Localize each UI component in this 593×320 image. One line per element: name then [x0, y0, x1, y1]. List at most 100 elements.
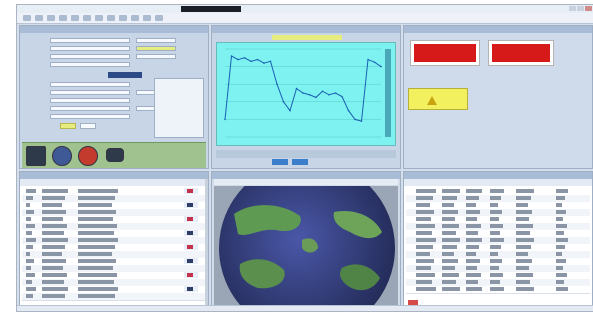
save-icon[interactable]: [26, 146, 46, 166]
table-cell: [490, 189, 504, 193]
right-grid-panel: [403, 171, 593, 309]
toolbar-button[interactable]: [95, 15, 103, 21]
table-row[interactable]: [406, 286, 590, 294]
table-cell: [556, 245, 565, 249]
chart-point: [263, 62, 265, 64]
table-cell: [26, 252, 30, 256]
table-cell: [556, 189, 568, 193]
toolbar-button[interactable]: [59, 15, 67, 21]
chart-point: [295, 87, 298, 90]
alarm-card-left[interactable]: [410, 40, 480, 66]
table-cell: [42, 252, 62, 256]
row-thumbnail[interactable]: [184, 230, 198, 236]
option-button[interactable]: [80, 123, 96, 129]
table-cell: [516, 210, 532, 214]
toolbar-button[interactable]: [35, 15, 43, 21]
right-grid-rows: [406, 188, 590, 300]
form-field-secondary[interactable]: [136, 38, 176, 43]
table-cell: [42, 210, 66, 214]
table-cell: [78, 231, 114, 235]
table-cell: [466, 273, 481, 277]
row-thumbnail-icon: [187, 245, 193, 249]
table-cell: [516, 224, 533, 228]
maximize-button[interactable]: [577, 6, 584, 11]
row-thumbnail-icon: [187, 217, 193, 221]
row-thumbnail[interactable]: [184, 188, 198, 194]
toolbar-button[interactable]: [23, 15, 31, 21]
table-cell: [466, 266, 477, 270]
form-field-highlighted[interactable]: [136, 46, 176, 51]
toolbar-button[interactable]: [155, 15, 163, 21]
toolbar-button[interactable]: [143, 15, 151, 21]
toolbar-button[interactable]: [131, 15, 139, 21]
map-panel: [211, 171, 401, 309]
table-cell: [556, 231, 564, 235]
row-thumbnail[interactable]: [184, 286, 198, 292]
toolbar-button[interactable]: [119, 15, 127, 21]
table-cell: [42, 238, 68, 242]
play-icon[interactable]: [78, 146, 98, 166]
form-field[interactable]: [50, 98, 130, 103]
side-list[interactable]: [154, 78, 204, 138]
selected-option-button[interactable]: [108, 72, 142, 78]
table-cell: [26, 196, 33, 200]
table-cell: [78, 266, 113, 270]
alarm-card-right[interactable]: [488, 40, 554, 66]
table-row[interactable]: [22, 293, 206, 301]
chart-scroll-bar[interactable]: [216, 150, 396, 158]
alarm-panel: [403, 25, 593, 169]
toolbar-button[interactable]: [47, 15, 55, 21]
record-icon[interactable]: [52, 146, 72, 166]
map-view[interactable]: [214, 186, 398, 306]
form-field[interactable]: [50, 114, 130, 119]
chart-point: [302, 92, 304, 94]
option-button[interactable]: [60, 123, 76, 129]
row-thumbnail[interactable]: [184, 258, 198, 264]
table-cell: [42, 294, 65, 298]
chart-plot-area: [216, 42, 396, 146]
chart-toolbar-strip[interactable]: [272, 35, 342, 40]
form-field[interactable]: [50, 90, 130, 95]
table-cell: [416, 280, 432, 284]
toolbar-button[interactable]: [107, 15, 115, 21]
form-field[interactable]: [50, 54, 130, 59]
stop-icon[interactable]: [106, 148, 124, 162]
row-thumbnail[interactable]: [184, 272, 198, 278]
toolbar-button[interactable]: [83, 15, 91, 21]
table-cell: [466, 259, 480, 263]
table-cell: [416, 210, 434, 214]
row-thumbnail[interactable]: [184, 244, 198, 250]
form-field[interactable]: [50, 106, 130, 111]
close-button[interactable]: [585, 6, 592, 11]
alarm-value-left: [414, 44, 476, 62]
main-toolbar: [17, 13, 593, 24]
chart-point: [224, 118, 226, 121]
table-cell: [78, 224, 117, 228]
form-panel: [19, 25, 209, 169]
minimize-button[interactable]: [569, 6, 576, 11]
form-field-secondary[interactable]: [136, 54, 176, 59]
form-field[interactable]: [50, 38, 130, 43]
table-cell: [78, 196, 115, 200]
table-cell: [490, 210, 502, 214]
table-cell: [466, 210, 480, 214]
table-cell: [442, 210, 458, 214]
table-cell: [466, 196, 479, 200]
form-field[interactable]: [50, 46, 130, 51]
form-field[interactable]: [50, 62, 130, 67]
row-thumbnail[interactable]: [184, 202, 198, 208]
chart-zoom-button[interactable]: [272, 159, 288, 165]
row-thumbnail[interactable]: [184, 216, 198, 222]
table-cell: [78, 217, 113, 221]
chart-point: [237, 58, 239, 61]
table-cell: [26, 189, 36, 193]
form-field[interactable]: [50, 82, 130, 87]
toolbar-button[interactable]: [71, 15, 79, 21]
table-cell: [26, 217, 31, 221]
table-cell: [26, 266, 31, 270]
table-cell: [490, 266, 499, 270]
table-cell: [26, 273, 35, 277]
left-grid-scrollbar[interactable]: [205, 179, 208, 308]
row-thumbnail-icon: [187, 203, 193, 207]
chart-pan-button[interactable]: [292, 159, 308, 165]
